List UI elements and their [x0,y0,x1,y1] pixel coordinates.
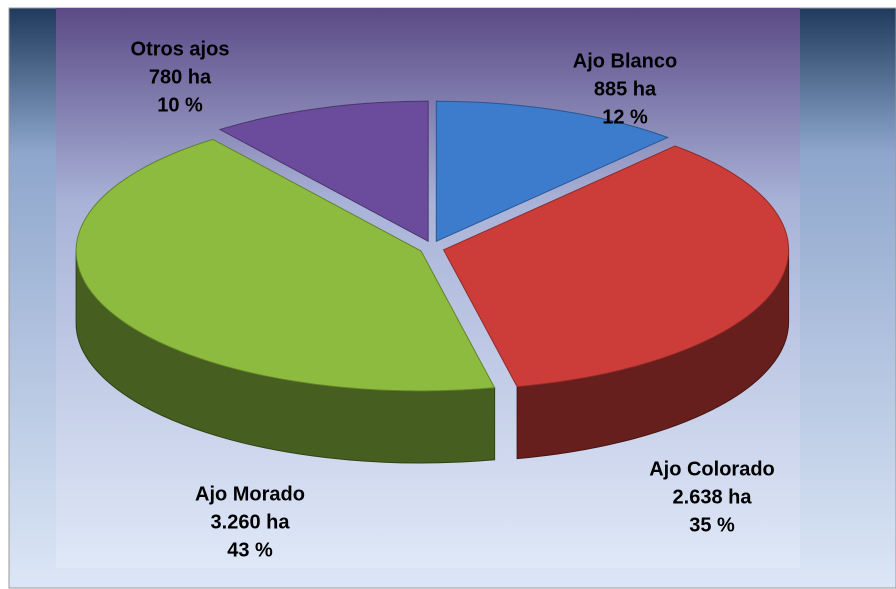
value-label: 2.638 ha [673,486,753,508]
slice [218,100,429,243]
slice [435,100,670,243]
slice [442,145,790,388]
category-label: Otros ajos [131,38,230,60]
category-label: Ajo Colorado [649,458,775,480]
percent-label: 12 % [602,106,648,128]
labels: Ajo Blanco 885 ha 12 % Ajo Colorado 2.638 ha… [131,38,775,561]
value-label: 885 ha [594,78,657,100]
category-label: Ajo Blanco [573,50,677,72]
percent-label: 43 % [227,539,273,561]
percent-label: 35 % [689,514,735,536]
category-label: Ajo Morado [195,483,305,505]
value-label: 3.260 ha [211,511,291,533]
pie [75,100,790,464]
percent-label: 10 % [157,94,203,116]
slice [75,138,496,392]
value-label: 780 ha [149,66,212,88]
